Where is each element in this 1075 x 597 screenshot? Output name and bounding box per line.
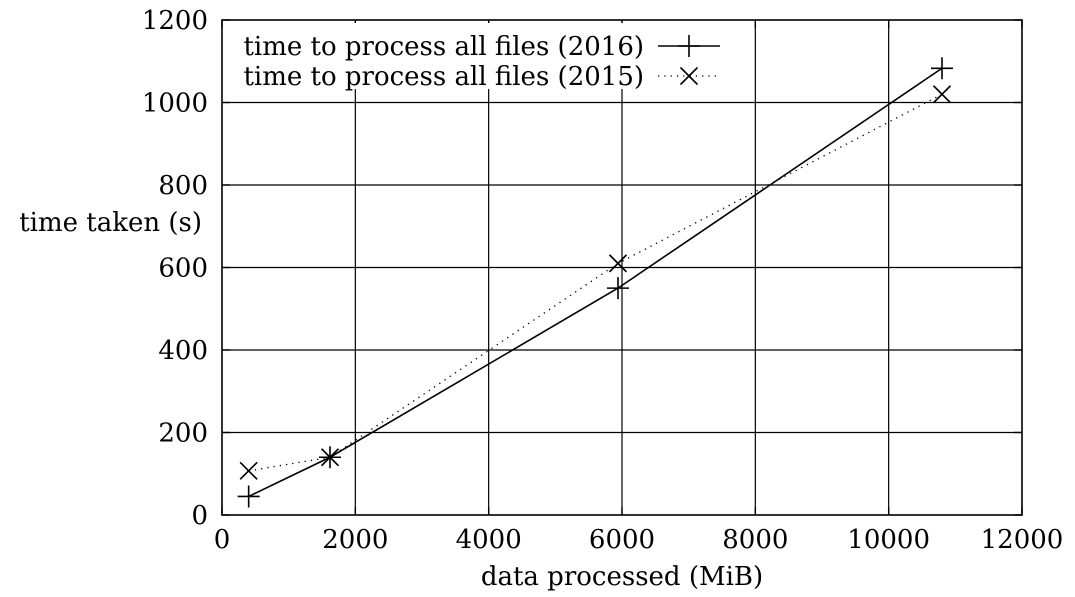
series-0 bbox=[237, 57, 953, 508]
x-axis-label: data processed (MiB) bbox=[481, 562, 763, 592]
y-tick-label-5: 1000 bbox=[142, 89, 208, 119]
legend-label-2016: time to process all files (2016) bbox=[243, 32, 644, 62]
x-tick-label-3: 6000 bbox=[589, 525, 655, 555]
grid bbox=[222, 20, 1022, 515]
x-tick-label-0: 0 bbox=[214, 525, 231, 555]
legend-samples bbox=[658, 35, 720, 86]
y-axis-label: time taken (s) bbox=[19, 208, 202, 238]
series-1 bbox=[239, 85, 952, 480]
series-line-0 bbox=[248, 67, 943, 498]
legend-sample-marker-1 bbox=[679, 66, 699, 86]
series-0-point-3 bbox=[931, 57, 953, 80]
y-tick-label-6: 1200 bbox=[142, 6, 208, 36]
x-tick-label-4: 8000 bbox=[722, 525, 788, 555]
legend-background bbox=[226, 23, 726, 89]
legend: time to process all files (2016) time to… bbox=[226, 23, 726, 92]
x-tick-label-2: 4000 bbox=[456, 525, 522, 555]
series-1-point-3 bbox=[932, 85, 952, 104]
y-tick-label-0: 0 bbox=[191, 501, 208, 531]
y-tick-label-2: 400 bbox=[158, 336, 208, 366]
series-1-point-0 bbox=[239, 461, 258, 480]
series-1-point-2 bbox=[608, 254, 628, 273]
legend-label-2015: time to process all files (2015) bbox=[243, 62, 644, 92]
series-0-point-2 bbox=[607, 277, 629, 300]
series-0-point-0 bbox=[237, 485, 260, 508]
series-line-1 bbox=[248, 93, 943, 472]
series-layer bbox=[237, 57, 953, 508]
series-1-point-1 bbox=[320, 448, 340, 467]
y-tick-label-4: 800 bbox=[158, 171, 208, 201]
x-tick-label-5: 10000 bbox=[847, 525, 930, 555]
y-tick-label-3: 600 bbox=[158, 254, 208, 284]
y-tick-label-1: 200 bbox=[158, 419, 208, 449]
legend-sample-marker-0 bbox=[678, 35, 700, 57]
x-tick-label-6: 12000 bbox=[981, 525, 1064, 555]
axis-ticks: 0 2000 4000 6000 8000 10000 12000 0 200 400 600 800… bbox=[142, 6, 1064, 555]
x-tick-label-1: 2000 bbox=[322, 525, 388, 555]
